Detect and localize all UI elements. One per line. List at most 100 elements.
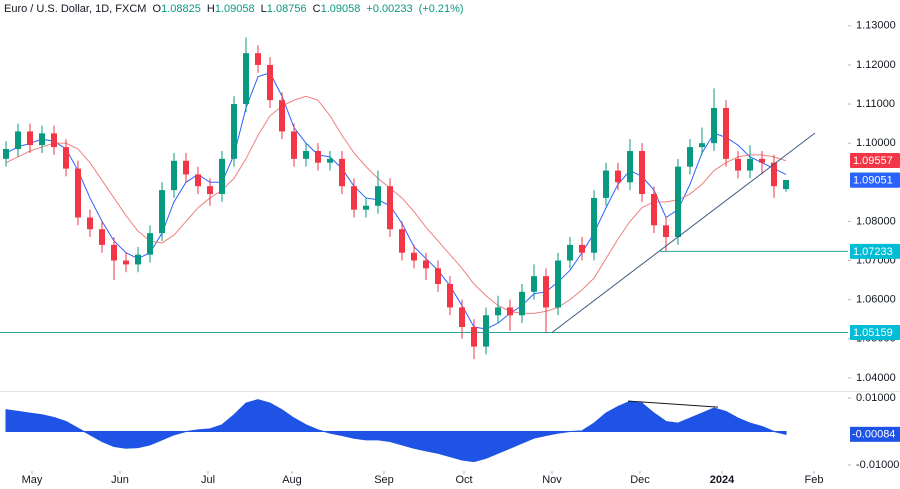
y-tick-label: 1.04000 (856, 372, 896, 384)
candle-body (255, 53, 261, 65)
candle-body (351, 186, 357, 210)
candle-body (207, 186, 213, 195)
x-tick-label: Nov (542, 474, 562, 486)
ohlc-letter: O (153, 3, 162, 15)
oscillator-area (5, 399, 787, 463)
candle-body (363, 205, 369, 210)
candle-body (3, 149, 9, 159)
y-tick-label: -0.01000 (856, 459, 899, 471)
candle-body (279, 100, 285, 132)
candle-body (15, 131, 21, 150)
candle-body (447, 283, 453, 308)
x-tick-label: Jul (201, 474, 215, 486)
candle-body (459, 307, 465, 328)
candles (3, 37, 789, 360)
x-tick-label: Oct (455, 474, 472, 486)
candle-body (711, 107, 717, 144)
candle-body (675, 166, 681, 238)
candle-body (315, 150, 321, 163)
candle-body (399, 229, 405, 253)
candle-body (771, 162, 777, 187)
price-label-box (850, 172, 900, 188)
price-label: 1.09051 (853, 175, 893, 187)
x-tick-label: Sep (374, 474, 394, 486)
candle-body (735, 158, 741, 171)
candle-body (267, 64, 273, 101)
candle-body (519, 291, 525, 316)
levels (0, 250, 848, 334)
candle-body (63, 147, 69, 169)
candle-body (411, 252, 417, 261)
candle-body (51, 133, 57, 148)
candle-body (555, 260, 561, 308)
candle-body (591, 197, 597, 253)
candle-body (603, 170, 609, 198)
candle-body (123, 260, 129, 265)
candle-body (39, 133, 45, 146)
ohlc-value: 1.08756 (267, 3, 307, 15)
candle-body (627, 150, 633, 183)
candle-body (543, 276, 549, 308)
candle-body (723, 107, 729, 159)
candle-body (195, 174, 201, 187)
candle-body (651, 194, 657, 226)
candle-body (759, 158, 765, 163)
x-tick-label: Aug (282, 474, 302, 486)
ohlc-value: 1.08825 (161, 3, 201, 15)
indicator-label-box (850, 426, 900, 442)
candle-body (147, 233, 153, 255)
price-label-box (850, 243, 900, 259)
candle-body (327, 158, 333, 163)
price-label: 1.09557 (853, 155, 893, 167)
header: Euro / U.S. Dollar, 1D, FXCM O1.08825 H1… (4, 3, 464, 15)
candle-body (243, 53, 249, 105)
symbol: Euro / U.S. Dollar, 1D, FXCM (4, 3, 146, 15)
candle-body (483, 315, 489, 347)
candle-body (111, 244, 117, 261)
x-tick-label: Jun (111, 474, 129, 486)
trendlines (551, 132, 816, 408)
candle-body (495, 307, 501, 316)
candle-body (183, 160, 189, 175)
candle-body (339, 158, 345, 187)
ohlc-letter: H (207, 3, 215, 15)
candle-body (747, 158, 753, 171)
ohlc-value: 1.09058 (321, 3, 361, 15)
ohlc-letter: L (261, 3, 267, 15)
ohlc-value: 1.09058 (215, 3, 255, 15)
candle-body (75, 168, 81, 218)
candle-body (699, 143, 705, 148)
candle-body (135, 254, 141, 265)
trendline (627, 400, 719, 408)
price-label: 1.07233 (853, 246, 893, 258)
y-tick-label: 1.10000 (856, 137, 896, 149)
indicator-pane (5, 399, 787, 463)
price-label: 1.05159 (853, 327, 893, 339)
candle-body (159, 190, 165, 234)
candle-body (291, 131, 297, 159)
candle-body (687, 147, 693, 167)
x-tick-label: Feb (805, 474, 824, 486)
change-percent: (+0.21%) (419, 3, 464, 15)
candle-body (27, 131, 33, 146)
x-tick-label: May (22, 474, 43, 486)
candle-body (507, 307, 513, 316)
candle-body (387, 186, 393, 230)
y-tick-label: 0.01000 (856, 392, 896, 404)
y-tick-label: 1.11000 (856, 98, 895, 110)
candle-body (663, 225, 669, 238)
candle-body (171, 160, 177, 191)
change: +0.00233 (366, 3, 412, 15)
price-labels: 1.095571.090581.090511.072331.05159-0.00… (850, 152, 900, 442)
candle-body (471, 327, 477, 347)
y-tick-label: 1.06000 (856, 294, 896, 306)
trendline (551, 132, 816, 333)
candle-body (375, 186, 381, 206)
candle-body (303, 150, 309, 159)
x-tick-label: 2024 (710, 474, 735, 486)
y-tick-label: 1.12000 (856, 59, 896, 71)
candle-body (231, 104, 237, 159)
